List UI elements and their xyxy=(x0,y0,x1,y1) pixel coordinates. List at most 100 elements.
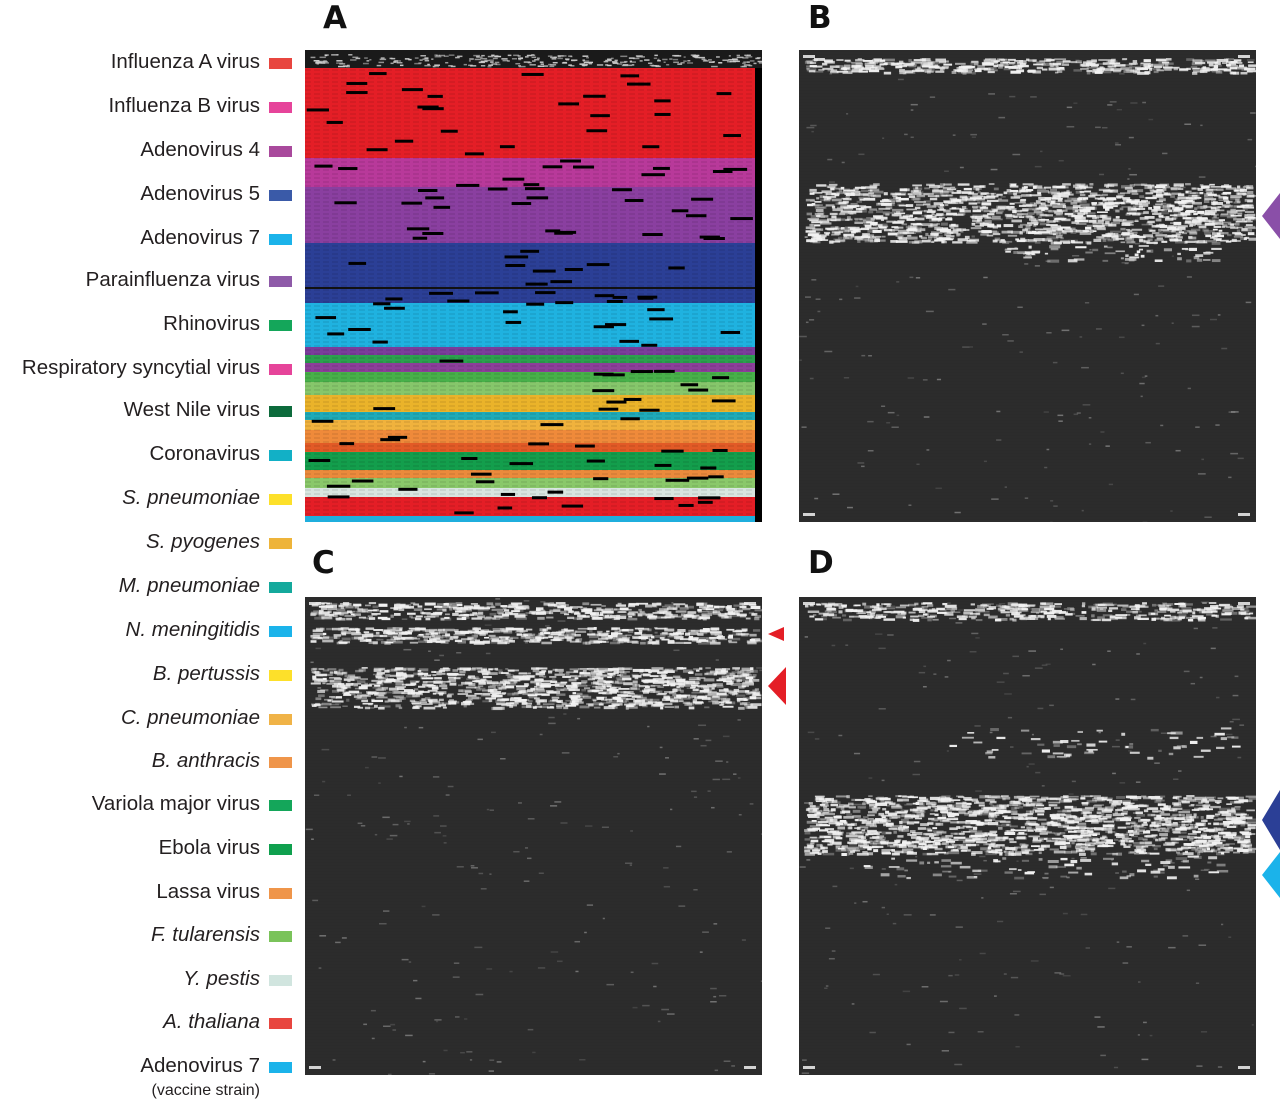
legend-item: Coronavirus xyxy=(0,438,292,468)
legend-color-swatch xyxy=(269,320,292,331)
color-band xyxy=(305,158,755,187)
legend-color-swatch xyxy=(269,1018,292,1029)
panel-a-stripes xyxy=(305,50,762,522)
legend-note: (vaccine strain) xyxy=(152,1082,260,1100)
legend-item: Rhinovirus xyxy=(0,308,292,338)
legend-label: N. meningitidis xyxy=(126,618,260,642)
legend-item: Parainfluenza virus xyxy=(0,264,292,294)
legend-item: West Nile virus xyxy=(0,394,292,424)
organism-legend: Influenza A virus Influenza B virus Adenov… xyxy=(0,0,300,1098)
legend-label: C. pneumoniae xyxy=(121,706,260,730)
panel-d-letter: D xyxy=(808,545,834,581)
legend-item: F. tularensis xyxy=(0,919,292,949)
legend-item: A. thaliana xyxy=(0,1006,292,1036)
panel-b-letter: B xyxy=(808,0,832,36)
color-band xyxy=(305,488,755,497)
panel-b-hybridization-image xyxy=(799,50,1256,522)
legend-color-swatch xyxy=(269,975,292,986)
panel-c-signal xyxy=(305,597,762,1075)
legend-color-swatch xyxy=(269,538,292,549)
legend-color-swatch xyxy=(269,146,292,157)
legend-color-swatch xyxy=(269,888,292,899)
legend-color-swatch xyxy=(269,494,292,505)
legend-label: S. pyogenes xyxy=(146,530,260,554)
legend-label: Y. pestis xyxy=(183,967,260,991)
legend-color-swatch xyxy=(269,1062,292,1073)
panel-c-large-red-marker xyxy=(768,667,786,705)
color-band xyxy=(305,395,755,412)
panel-d-blue-marker xyxy=(1262,790,1280,850)
legend-item: Adenovirus 4 xyxy=(0,134,292,164)
legend-label: Respiratory syncytial virus xyxy=(22,356,260,380)
legend-label: S. pneumoniae xyxy=(122,486,260,510)
legend-color-swatch xyxy=(269,844,292,855)
color-band xyxy=(305,412,755,420)
legend-color-swatch xyxy=(269,670,292,681)
legend-item: B. anthracis xyxy=(0,745,292,775)
legend-label: B. pertussis xyxy=(153,662,260,686)
legend-label: Influenza A virus xyxy=(111,50,260,74)
legend-item: B. pertussis xyxy=(0,658,292,688)
legend-color-swatch xyxy=(269,714,292,725)
legend-item: Adenovirus 7(vaccine strain) xyxy=(0,1050,292,1080)
legend-color-swatch xyxy=(269,276,292,287)
legend-color-swatch xyxy=(269,582,292,593)
legend-color-swatch xyxy=(269,757,292,768)
panel-d-signal xyxy=(799,597,1256,1075)
panel-c-hybridization-image xyxy=(305,597,762,1075)
legend-item: C. pneumoniae xyxy=(0,702,292,732)
legend-label: M. pneumoniae xyxy=(119,574,260,598)
legend-label: Adenovirus 4 xyxy=(140,138,260,162)
legend-color-swatch xyxy=(269,364,292,375)
panel-b-signal xyxy=(799,50,1256,522)
legend-color-swatch xyxy=(269,800,292,811)
legend-label: Adenovirus 5 xyxy=(140,182,260,206)
legend-label: Rhinovirus xyxy=(163,312,260,336)
legend-label: Coronavirus xyxy=(149,442,260,466)
legend-label: Parainfluenza virus xyxy=(86,268,260,292)
panel-a-letter: A xyxy=(323,0,347,36)
legend-label: Adenovirus 7 xyxy=(140,226,260,250)
legend-color-swatch xyxy=(269,102,292,113)
legend-label: A. thaliana xyxy=(163,1010,260,1034)
legend-color-swatch xyxy=(269,450,292,461)
legend-item: Respiratory syncytial virus xyxy=(0,352,292,382)
color-band xyxy=(305,303,755,347)
legend-item: N. meningitidis xyxy=(0,614,292,644)
legend-item: Influenza A virus xyxy=(0,46,292,76)
panel-a-color-map xyxy=(305,50,762,522)
legend-item: Variola major virus xyxy=(0,788,292,818)
legend-color-swatch xyxy=(269,626,292,637)
color-band xyxy=(305,372,755,382)
color-band xyxy=(305,363,755,372)
legend-label: Variola major virus xyxy=(92,792,260,816)
legend-label: B. anthracis xyxy=(152,749,260,773)
legend-label: Adenovirus 7 xyxy=(140,1054,260,1078)
legend-label: Lassa virus xyxy=(156,880,260,904)
legend-item: Adenovirus 5 xyxy=(0,178,292,208)
legend-label: Influenza B virus xyxy=(108,94,260,118)
legend-item: S. pneumoniae xyxy=(0,482,292,512)
legend-item: S. pyogenes xyxy=(0,526,292,556)
panel-c-letter: C xyxy=(312,545,335,581)
legend-label: F. tularensis xyxy=(151,923,260,947)
legend-color-swatch xyxy=(269,931,292,942)
legend-item: Ebola virus xyxy=(0,832,292,862)
color-band xyxy=(305,516,755,522)
legend-item: M. pneumoniae xyxy=(0,570,292,600)
legend-item: Y. pestis xyxy=(0,963,292,993)
legend-label: West Nile virus xyxy=(124,398,260,422)
panel-d-hybridization-image xyxy=(799,597,1256,1075)
panel-d-cyan-marker xyxy=(1262,852,1280,898)
legend-color-swatch xyxy=(269,190,292,201)
panel-b-purple-marker xyxy=(1262,193,1280,239)
color-band xyxy=(305,68,755,158)
legend-item: Lassa virus xyxy=(0,876,292,906)
legend-item: Influenza B virus xyxy=(0,90,292,120)
color-band xyxy=(305,420,755,430)
color-band xyxy=(305,452,755,470)
legend-item: Adenovirus 7 xyxy=(0,222,292,252)
legend-color-swatch xyxy=(269,234,292,245)
legend-color-swatch xyxy=(269,406,292,417)
legend-label: Ebola virus xyxy=(159,836,260,860)
